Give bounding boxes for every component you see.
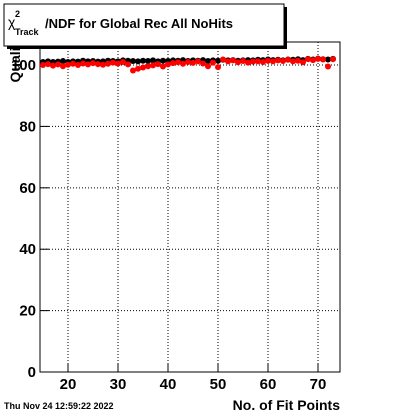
title-sub: Track xyxy=(15,27,40,37)
point xyxy=(215,64,221,71)
point xyxy=(115,60,121,67)
point xyxy=(260,58,266,65)
point xyxy=(325,56,331,63)
timestamp: Thu Nov 24 12:59:22 2022 xyxy=(4,401,114,411)
point xyxy=(65,61,71,68)
title-symbol: χ xyxy=(8,14,16,30)
point xyxy=(50,62,56,69)
point xyxy=(255,58,261,65)
x-tick-label: 60 xyxy=(260,376,277,393)
point xyxy=(70,60,76,67)
point xyxy=(90,60,96,67)
point xyxy=(225,58,231,65)
point xyxy=(145,63,151,70)
y-tick-label: 60 xyxy=(19,180,36,197)
point xyxy=(300,59,306,66)
point xyxy=(155,61,161,68)
point xyxy=(150,57,156,64)
point xyxy=(315,55,321,62)
y-tick-label: 20 xyxy=(19,303,36,320)
point xyxy=(95,61,101,68)
point xyxy=(60,58,66,65)
title-text: /NDF for Global Rec All NoHits xyxy=(45,16,233,31)
point xyxy=(240,58,246,65)
point xyxy=(80,60,86,67)
point xyxy=(330,56,336,63)
point xyxy=(290,58,296,65)
point xyxy=(165,61,171,68)
point xyxy=(285,56,291,63)
point xyxy=(150,62,156,69)
point xyxy=(280,58,286,65)
point xyxy=(110,59,116,66)
point xyxy=(140,64,146,71)
point xyxy=(265,57,271,64)
point xyxy=(310,57,316,64)
point xyxy=(125,61,131,68)
title-box xyxy=(3,3,285,47)
point xyxy=(180,60,186,67)
point xyxy=(205,63,211,70)
point xyxy=(250,58,256,65)
point xyxy=(270,58,276,65)
point xyxy=(195,58,201,65)
point xyxy=(85,61,91,68)
x-tick-label: 50 xyxy=(210,376,227,393)
point xyxy=(210,59,216,66)
point xyxy=(130,58,136,65)
point xyxy=(275,57,281,64)
point xyxy=(205,58,211,65)
point xyxy=(220,56,226,63)
point xyxy=(105,60,111,67)
point xyxy=(160,63,166,70)
point xyxy=(55,61,61,68)
point xyxy=(145,58,151,65)
point xyxy=(295,57,301,64)
title-sup: 2 xyxy=(15,9,20,19)
point xyxy=(135,65,141,72)
point xyxy=(325,63,331,70)
point xyxy=(245,59,251,66)
x-tick-label: 30 xyxy=(110,376,127,393)
x-tick-label: 20 xyxy=(60,376,77,393)
y-tick-label: 80 xyxy=(19,118,36,135)
point xyxy=(170,60,176,67)
point xyxy=(230,57,236,64)
point xyxy=(235,59,241,66)
y-tick-label: 100 xyxy=(11,57,36,74)
point xyxy=(200,60,206,67)
point xyxy=(75,62,81,69)
x-tick-label: 40 xyxy=(160,376,177,393)
plot-area: 0 20 40 60 80 100 20 30 40 50 60 70 xyxy=(11,42,340,393)
x-axis-title: No. of Fit Points xyxy=(233,397,341,413)
point xyxy=(140,57,146,64)
y-tick-label: 40 xyxy=(19,241,36,258)
point xyxy=(215,57,221,64)
point xyxy=(320,56,326,63)
point xyxy=(120,58,126,65)
point xyxy=(175,59,181,66)
y-tick-label: 0 xyxy=(28,364,36,381)
point xyxy=(130,67,136,74)
point xyxy=(185,58,191,65)
point xyxy=(60,63,66,70)
point xyxy=(45,61,51,68)
point xyxy=(190,59,196,66)
point xyxy=(40,62,46,69)
point xyxy=(160,57,166,64)
point xyxy=(100,61,106,68)
x-tick-label: 70 xyxy=(310,376,327,393)
point xyxy=(135,58,141,65)
point xyxy=(305,56,311,63)
